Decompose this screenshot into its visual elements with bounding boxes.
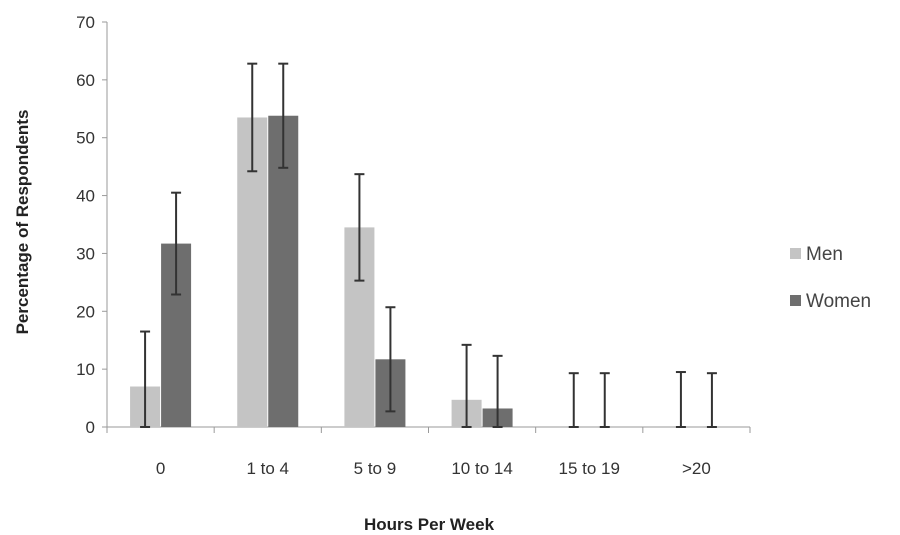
y-tick-label: 40 bbox=[76, 187, 95, 206]
legend-swatch-men bbox=[790, 248, 801, 259]
legend-label-women: Women bbox=[806, 291, 871, 312]
x-tick-label: 0 bbox=[156, 459, 165, 478]
bars bbox=[130, 115, 513, 427]
x-tick-label: 1 to 4 bbox=[246, 459, 289, 478]
error-bars bbox=[140, 62, 717, 428]
legend-label-men: Men bbox=[806, 244, 843, 265]
y-axis: 0 10 20 30 40 50 60 70 bbox=[76, 13, 108, 437]
y-tick-label: 70 bbox=[76, 13, 95, 32]
y-axis-title: Percentage of Respondents bbox=[13, 110, 32, 335]
x-tick-label: 10 to 14 bbox=[451, 459, 512, 478]
x-tick-label: >20 bbox=[682, 459, 711, 478]
x-axis: 0 1 to 4 5 to 9 10 to 14 15 to 19 >20 bbox=[106, 426, 751, 478]
y-tick-label: 0 bbox=[86, 418, 95, 437]
y-tick-label: 10 bbox=[76, 360, 95, 379]
x-tick-label: 5 to 9 bbox=[354, 459, 397, 478]
legend-swatch-women bbox=[790, 295, 801, 306]
y-tick-label: 60 bbox=[76, 71, 95, 90]
y-tick-label: 50 bbox=[76, 129, 95, 148]
y-tick-label: 30 bbox=[76, 244, 95, 263]
y-tick-label: 20 bbox=[76, 302, 95, 321]
legend: Men Women bbox=[790, 244, 871, 312]
x-tick-label: 15 to 19 bbox=[559, 459, 620, 478]
x-axis-title: Hours Per Week bbox=[364, 515, 495, 534]
